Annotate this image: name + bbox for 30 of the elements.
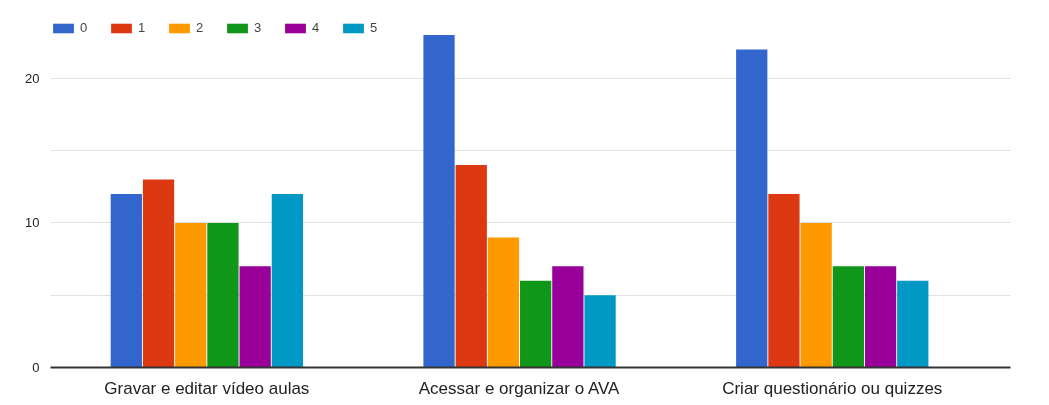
bar [175,222,207,368]
bar [584,295,616,368]
x-tick-label: Criar questionário ou quizzes [722,378,943,398]
bar [110,194,142,368]
bar [768,194,800,368]
bar [271,194,304,368]
bar [552,266,584,368]
bar [487,237,520,368]
bar [864,266,897,368]
y-tick-label: 0 [32,360,40,375]
legend-label: 1 [138,20,147,35]
bar [455,165,487,368]
legend-label: 4 [312,20,321,35]
bar [897,280,929,368]
bar [832,266,864,368]
legend-label: 5 [370,20,379,35]
x-tick-label: Acessar e organizar o AVA [418,378,621,398]
x-tick-label: Gravar e editar vídeo aulas [104,378,310,398]
bar [423,34,455,368]
y-tick-label: 20 [25,70,40,86]
bar [207,222,239,368]
legend-label: 3 [254,20,263,35]
bar [520,280,552,368]
bar [800,222,832,368]
legend-label: 2 [196,20,205,35]
legend-label: 0 [80,20,89,35]
bar [239,266,271,368]
y-tick-label: 10 [25,215,40,231]
bar [736,49,768,368]
bar [142,179,175,368]
